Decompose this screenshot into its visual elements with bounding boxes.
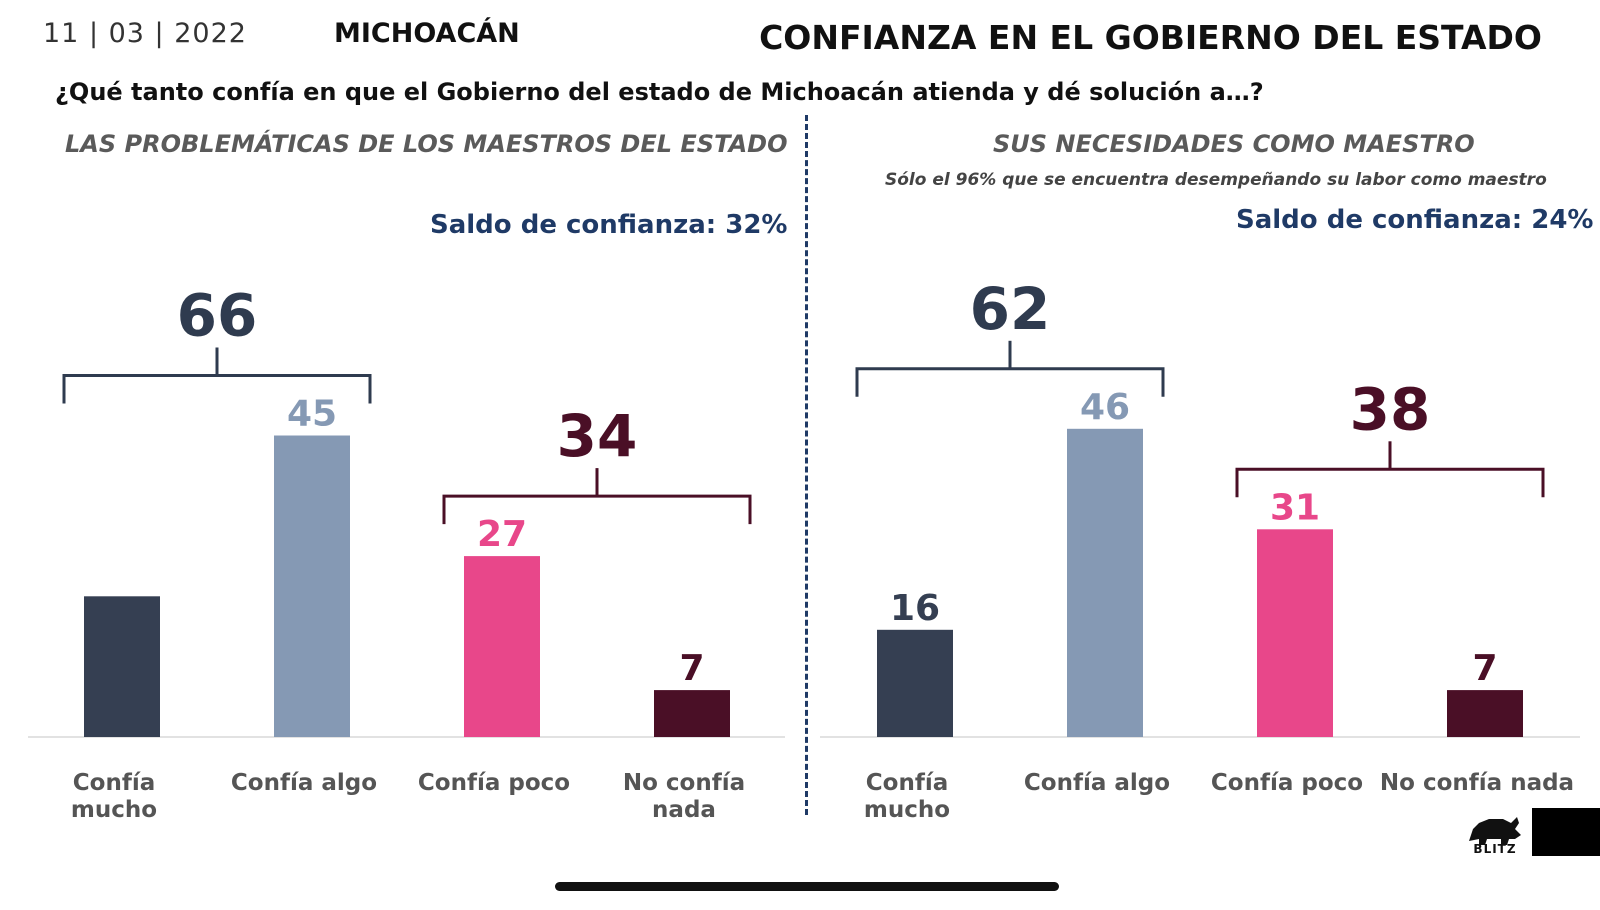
right-data-label-3: 7 [1472, 648, 1497, 689]
right-data-label-1: 46 [1080, 387, 1130, 428]
home-indicator[interactable] [555, 882, 1059, 891]
survey-question: ¿Qué tanto confía en que el Gobierno del… [55, 78, 1264, 106]
left-data-label-3: 7 [679, 648, 704, 689]
left-category-label-0-0: Confía [73, 770, 155, 796]
left-saldo-label: Saldo de confianza: 32% [430, 210, 788, 240]
left-category-label-3-0: No confía [623, 770, 745, 796]
right-bar-0 [877, 629, 953, 737]
right-bar-1 [1067, 428, 1143, 737]
right-saldo-label: Saldo de confianza: 24% [1236, 205, 1594, 235]
logo-text: BLITZ [1473, 842, 1517, 856]
panel-divider [805, 115, 808, 815]
left-category-label-0-1: mucho [71, 797, 157, 823]
left-data-label-1: 45 [287, 394, 337, 435]
left-category-label-2-0: Confía poco [418, 770, 570, 796]
rhino-icon [1469, 817, 1521, 845]
left-group-total-0: 66 [177, 282, 258, 350]
right-data-label-2: 31 [1270, 487, 1320, 528]
left-bar-1 [274, 435, 350, 737]
corner-block [1532, 808, 1600, 856]
report-date: 11 | 03 | 2022 [43, 18, 247, 49]
left-bar-3 [654, 690, 730, 737]
left-group-total-1: 34 [557, 402, 638, 470]
state-name: MICHOACÁN [334, 18, 520, 49]
right-panel-subtitle: SUS NECESIDADES COMO MAESTRO [993, 130, 1475, 158]
right-bar-2 [1257, 529, 1333, 737]
right-category-label-0-1: mucho [864, 797, 950, 823]
right-group-total-0: 62 [970, 275, 1051, 343]
right-category-label-0-0: Confía [866, 770, 948, 796]
right-data-label-0: 16 [890, 588, 940, 629]
left-panel-subtitle: LAS PROBLEMÁTICAS DE LOS MAESTROS DEL ES… [65, 130, 788, 158]
right-group-total-1: 38 [1350, 375, 1431, 443]
right-category-label-2-0: Confía poco [1211, 770, 1363, 796]
right-bar-3 [1447, 690, 1523, 737]
left-bar-2 [464, 556, 540, 737]
right-category-label-3-0: No confía nada [1380, 770, 1574, 796]
left-category-label-3-1: nada [652, 797, 716, 823]
left-category-label-1-0: Confía algo [231, 770, 377, 796]
right-panel-note: Sólo el 96% que se encuentra desempeñand… [885, 170, 1547, 190]
page-title: CONFIANZA EN EL GOBIERNO DEL ESTADO [759, 18, 1542, 57]
left-bar-0 [84, 596, 160, 737]
left-data-label-2: 27 [477, 514, 527, 555]
right-category-label-1-0: Confía algo [1024, 770, 1170, 796]
